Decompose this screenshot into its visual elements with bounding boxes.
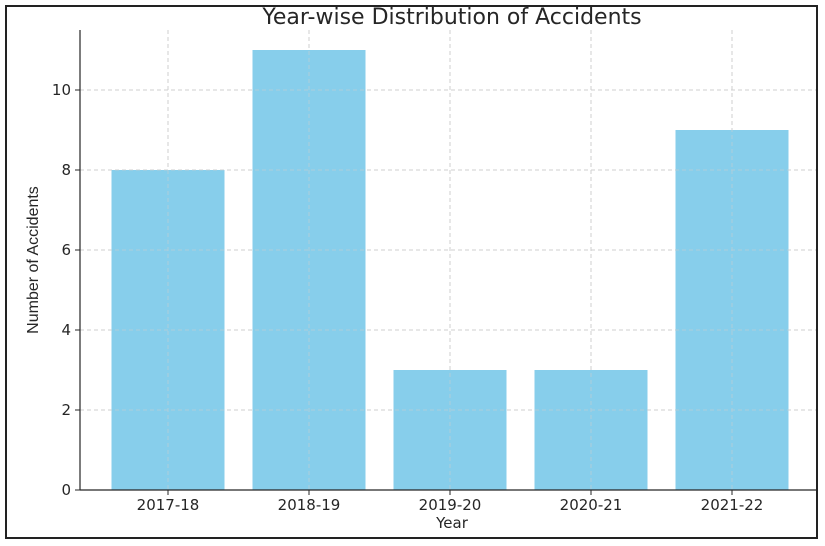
y-tick-label: 8 bbox=[61, 161, 71, 179]
chart-title: Year-wise Distribution of Accidents bbox=[261, 5, 641, 30]
y-tick-label: 10 bbox=[52, 81, 71, 99]
x-tick-label: 2018-19 bbox=[278, 496, 341, 514]
x-tick-label: 2021-22 bbox=[701, 496, 764, 514]
axis-layer: 0 2 4 6 8 10 2017-18 2018-19 2019-20 2020-21 2021-… bbox=[52, 30, 816, 514]
y-tick-label: 6 bbox=[61, 241, 71, 259]
x-axis-label: Year bbox=[435, 514, 469, 532]
y-tick-label: 2 bbox=[61, 401, 71, 419]
y-axis-label: Number of Accidents bbox=[25, 186, 42, 334]
x-tick-label: 2020-21 bbox=[560, 496, 623, 514]
y-tick-label: 0 bbox=[61, 481, 71, 499]
y-tick-label: 4 bbox=[61, 321, 71, 339]
x-tick-label: 2017-18 bbox=[137, 496, 200, 514]
x-tick-label: 2019-20 bbox=[419, 496, 482, 514]
